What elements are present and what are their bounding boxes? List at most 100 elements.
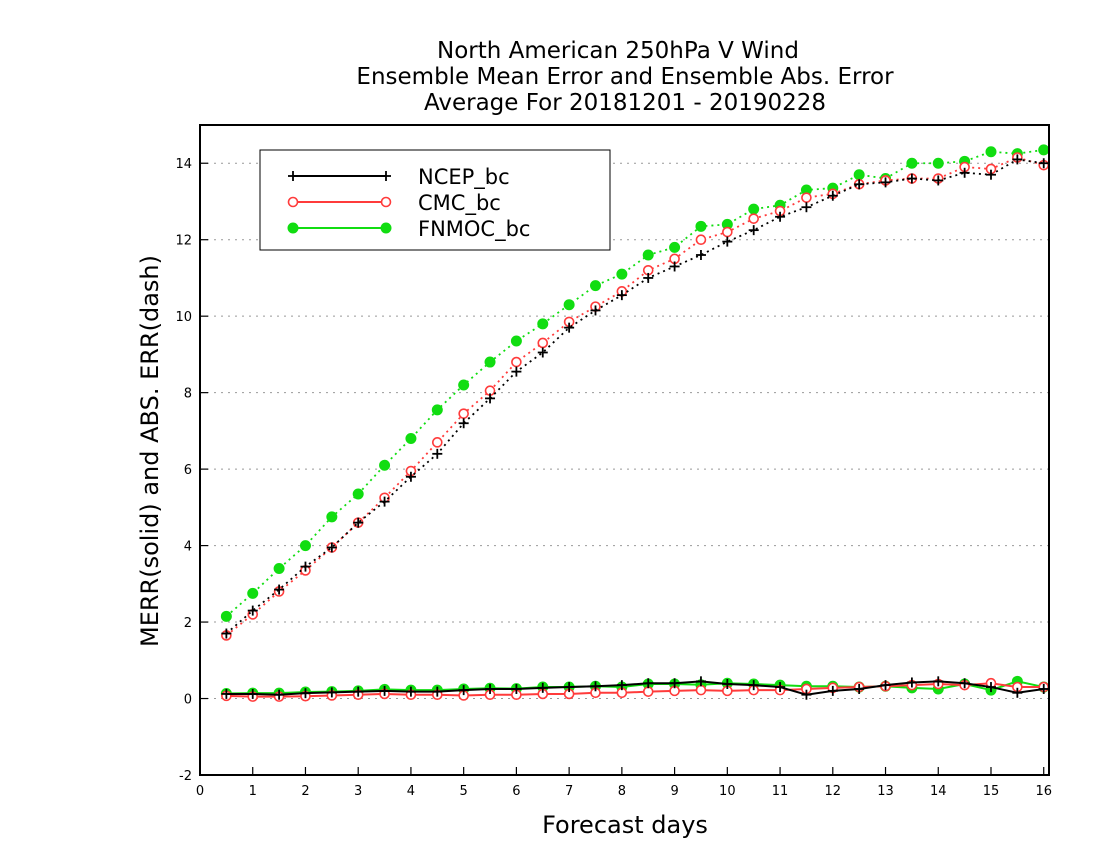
ncep-bc-abs-err-point: [326, 542, 337, 553]
ncep-bc-abs-err-point: [959, 167, 970, 178]
fnmoc-bc-abs-err-point: [563, 299, 575, 311]
x-tick-label: 4: [407, 784, 415, 799]
ncep-bc-merr-point: [906, 677, 917, 688]
ncep-bc-abs-err-point: [1012, 154, 1023, 165]
cmc-bc-abs-err-point: [748, 213, 759, 224]
legend-marker-end-cmc-bc: [380, 196, 392, 208]
fnmoc-bc-abs-err-point: [247, 587, 259, 599]
y-tick-label: 8: [184, 387, 192, 402]
y-tick-label: 2: [184, 616, 192, 631]
ncep-bc-merr-point: [880, 680, 891, 691]
ncep-bc-merr-point: [801, 689, 812, 700]
ncep-bc-merr-point: [959, 678, 970, 689]
ncep-bc-abs-err-point: [537, 347, 548, 358]
legend-marker-end-ncep-bc: [381, 171, 391, 181]
ncep-bc-abs-err-point: [801, 202, 812, 213]
fnmoc-bc-abs-err-point: [669, 241, 681, 253]
ncep-bc-merr-point: [274, 689, 285, 700]
fnmoc-bc-abs-err-point: [431, 404, 443, 416]
cmc-bc-abs-err-point: [431, 437, 443, 448]
ncep-bc-abs-err-point: [906, 173, 917, 184]
x-tick-label: 7: [565, 784, 573, 799]
ncep-bc-merr-point: [616, 680, 627, 691]
x-tick-label: 16: [1035, 784, 1052, 799]
y-tick-label: 14: [175, 157, 192, 172]
x-tick-label: 9: [670, 784, 678, 799]
legend-label-fnmoc-bc: FNMOC_bc: [418, 217, 530, 242]
x-tick-label: 14: [930, 784, 947, 799]
cmc-bc-abs-err-point: [801, 192, 812, 203]
fnmoc-bc-abs-err-point: [695, 220, 707, 232]
ncep-bc-merr-point: [1012, 687, 1023, 698]
ncep-bc-abs-err-point: [1038, 158, 1049, 169]
legend-item-cmc-bc: CMC_bc: [287, 191, 501, 216]
ncep-bc-abs-err-point: [379, 496, 390, 507]
x-tick-label: 11: [772, 784, 789, 799]
ncep-bc-abs-err-point: [247, 605, 258, 616]
fnmoc-bc-abs-err-point: [853, 169, 865, 181]
y-axis-label: MERR(solid) and ABS. ERR(dash): [136, 255, 164, 647]
ncep-bc-abs-err-point: [827, 190, 838, 201]
fnmoc-bc-abs-err-point: [1038, 144, 1050, 156]
ncep-bc-abs-err-point: [775, 211, 786, 222]
ncep-bc-abs-err-point: [300, 561, 311, 572]
fnmoc-bc-abs-err-point: [220, 610, 232, 622]
fnmoc-bc-abs-err-point: [932, 157, 944, 169]
ncep-bc-abs-err-point: [722, 236, 733, 247]
ncep-bc-merr-point: [326, 687, 337, 698]
fnmoc-bc-abs-err-point: [299, 540, 311, 552]
fnmoc-bc-abs-err-point: [510, 335, 522, 347]
ncep-bc-merr-point: [379, 685, 390, 696]
fnmoc-bc-abs-err-point: [352, 488, 364, 500]
x-tick-label: 12: [825, 784, 842, 799]
ncep-bc-abs-err-point: [274, 584, 285, 595]
y-tick-label: 10: [175, 310, 192, 325]
fnmoc-bc-abs-err-point: [906, 157, 918, 169]
ncep-bc-merr-point: [537, 682, 548, 693]
ncep-bc-abs-err-point: [616, 290, 627, 301]
fnmoc-bc-abs-err-point: [537, 318, 549, 330]
x-tick-label: 3: [354, 784, 362, 799]
legend-label-cmc-bc: CMC_bc: [418, 191, 501, 216]
x-tick-label: 8: [618, 784, 626, 799]
legend-marker-start-ncep-bc: [288, 171, 298, 181]
ncep-bc-abs-err-point: [221, 628, 232, 639]
ncep-bc-abs-err-point: [353, 517, 364, 528]
ncep-bc-merr-point: [933, 676, 944, 687]
ncep-bc-abs-err-point: [854, 179, 865, 190]
ncep-bc-merr-point: [590, 681, 601, 692]
ncep-bc-merr-point: [722, 679, 733, 689]
x-tick-label: 13: [877, 784, 894, 799]
ncep-bc-abs-err-point: [458, 418, 469, 429]
x-tick-label: 0: [196, 784, 204, 799]
legend-item-ncep-bc: NCEP_bc: [288, 165, 510, 190]
ncep-bc-merr-point: [827, 685, 838, 696]
ncep-bc-merr-point: [854, 683, 865, 694]
fnmoc-bc-abs-err-point: [985, 146, 997, 158]
legend-marker-start-cmc-bc: [287, 196, 299, 208]
cmc-bc-abs-err-point: [511, 356, 522, 368]
legend-marker-start-fnmoc-bc: [287, 222, 299, 234]
fnmoc-bc-abs-err-point: [273, 563, 285, 575]
x-tick-label: 10: [719, 784, 736, 799]
ncep-bc-merr-point: [643, 678, 654, 689]
fnmoc-bc-abs-err-point: [748, 203, 760, 215]
ncep-bc-abs-err-point: [405, 471, 416, 482]
ncep-bc-merr-point: [247, 688, 258, 699]
fnmoc-bc-abs-err-point: [379, 459, 391, 471]
cmc-bc-abs-err-point: [722, 226, 733, 238]
plot-frame: [199, 124, 1050, 776]
cmc-bc-merr-point: [695, 684, 707, 696]
ncep-bc-abs-err-point: [432, 448, 443, 459]
ncep-bc-merr-point: [511, 683, 522, 694]
fnmoc-bc-abs-err-point: [642, 249, 654, 261]
ncep-bc-merr-point: [405, 686, 416, 697]
ncep-bc-abs-err-point: [485, 393, 496, 404]
ncep-bc-merr-point: [485, 683, 496, 694]
y-tick-label: 0: [184, 693, 192, 708]
ncep-bc-merr-point: [458, 685, 469, 696]
cmc-bc-abs-err-point: [537, 337, 549, 349]
fnmoc-bc-abs-err-point: [326, 511, 338, 523]
